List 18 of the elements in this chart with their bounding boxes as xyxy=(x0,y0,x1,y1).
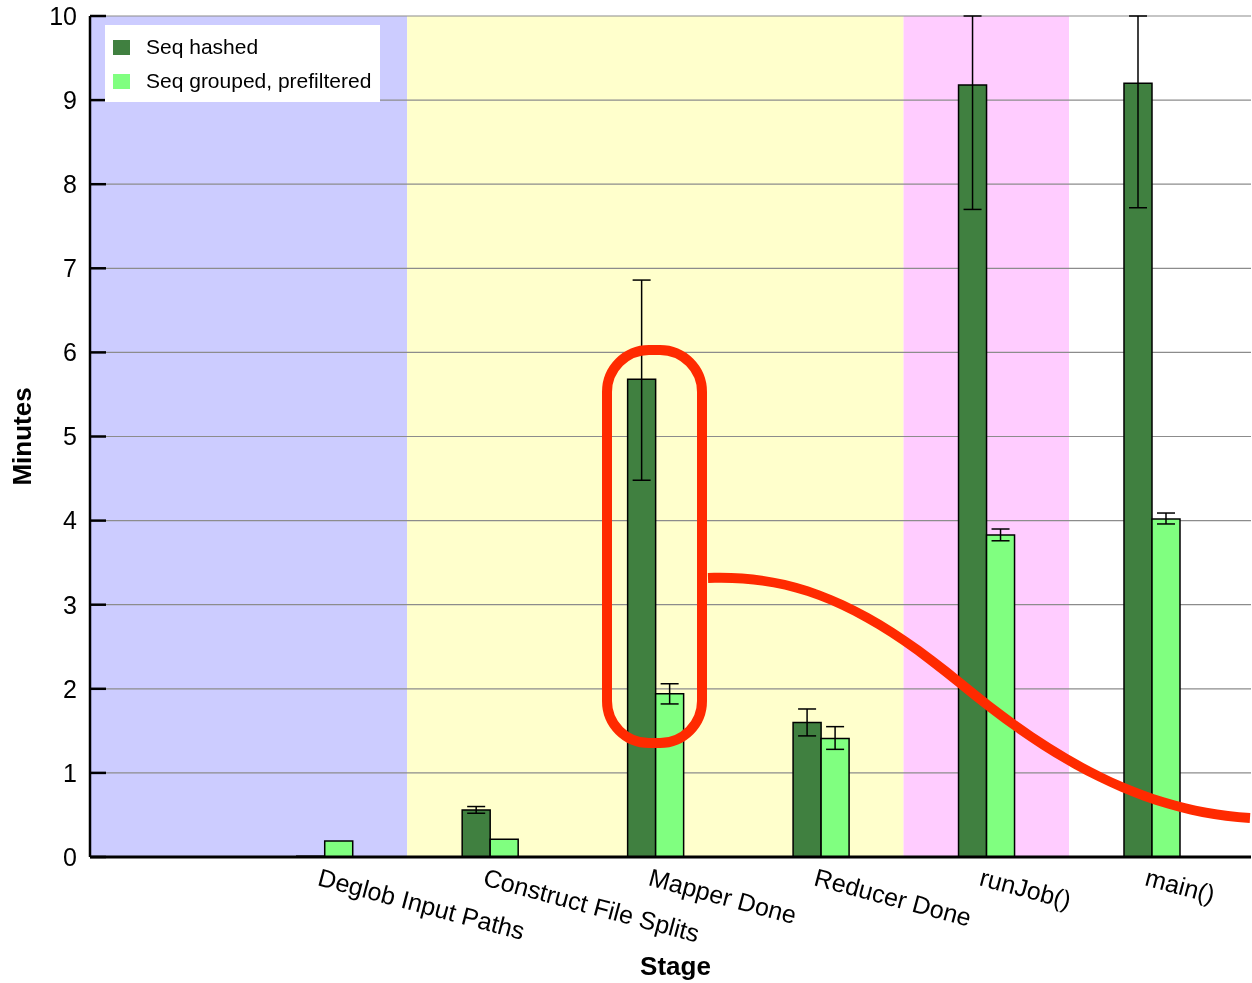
y-tick-label: 3 xyxy=(63,590,77,619)
x-tick-label: runJob() xyxy=(976,862,1075,914)
y-axis-title: Minutes xyxy=(7,387,37,486)
x-tick-label: main() xyxy=(1142,862,1219,909)
y-tick-label: 1 xyxy=(63,758,77,787)
y-tick-label: 6 xyxy=(63,338,77,367)
x-axis-title: Stage xyxy=(640,951,711,981)
y-tick-label: 4 xyxy=(63,506,78,535)
y-tick-label: 0 xyxy=(63,842,77,871)
y-tick-label: 2 xyxy=(63,674,77,703)
legend-label: Seq grouped, prefiltered xyxy=(146,69,372,93)
y-tick-label: 9 xyxy=(63,85,77,114)
legend-label: Seq hashed xyxy=(146,35,259,59)
y-tick-label: 7 xyxy=(63,254,77,283)
y-tick-label: 10 xyxy=(49,1,77,30)
y-tick-label: 5 xyxy=(63,422,77,451)
x-tick-label: Reducer Done xyxy=(811,862,975,932)
y-tick-label: 8 xyxy=(63,170,77,199)
